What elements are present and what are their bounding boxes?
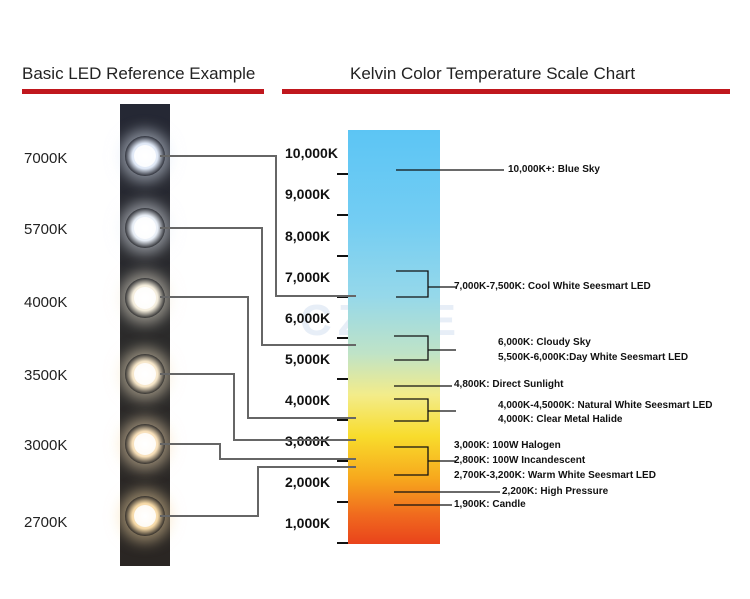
tick-label-1000: 1,000K: [285, 515, 331, 531]
annot-candle: 1,900K: Candle: [454, 499, 526, 510]
wire-7000k: [160, 155, 356, 297]
led-strip: [120, 104, 170, 566]
wire-3500k: [160, 373, 356, 441]
wire-4000k: [160, 296, 356, 419]
wire-5700k: [160, 227, 356, 346]
annot-bracket-natural-white: [394, 398, 429, 422]
annot-halogen: 3,000K: 100W Halogen: [454, 440, 561, 451]
right-title: Kelvin Color Temperature Scale Chart: [350, 64, 636, 83]
annot-natural-white: 4,000K-4,5000K: Natural White Seesmart L…: [498, 400, 713, 411]
right-title-rule: [282, 89, 730, 94]
annot-high-pressure: 2,200K: High Pressure: [502, 486, 609, 497]
led-label-4000k: 4000K: [24, 294, 68, 311]
left-title: Basic LED Reference Example: [22, 64, 256, 83]
annot-direct-sunlight: 4,800K: Direct Sunlight: [454, 379, 564, 390]
tick-mark: [337, 337, 348, 339]
annot-bracket-day-white: [394, 335, 429, 361]
tick-label-5000: 5,000K: [285, 351, 331, 367]
led-3000k: [125, 424, 165, 464]
left-title-rule: [22, 89, 264, 94]
annot-metal-halide: 4,000K: Clear Metal Halide: [498, 414, 623, 425]
tick-label-2000: 2,000K: [285, 474, 331, 490]
tick-mark: [337, 173, 348, 175]
led-4000k: [125, 278, 165, 318]
led-label-3500k: 3500K: [24, 367, 68, 384]
tick-mark: [337, 542, 348, 544]
tick-mark: [337, 501, 348, 503]
led-2700k: [125, 496, 165, 536]
wire-2700k: [160, 466, 356, 517]
tick-label-8000: 8,000K: [285, 228, 331, 244]
led-5700k: [125, 208, 165, 248]
tick-label-9000: 9,000K: [285, 186, 331, 202]
led-label-2700k: 2700K: [24, 514, 68, 531]
tick-mark: [337, 214, 348, 216]
tick-label-7000: 7,000K: [285, 269, 331, 285]
tick-label-4000: 4,000K: [285, 392, 331, 408]
annot-cool-white: 7,000K-7,500K: Cool White Seesmart LED: [454, 281, 651, 292]
led-3500k: [125, 354, 165, 394]
annot-incandescent: 2,800K: 100W Incandescent: [454, 455, 586, 466]
annot-day-white: 5,500K-6,000K:Day White Seesmart LED: [498, 352, 689, 363]
tick-mark: [337, 460, 348, 462]
tick-label-6000: 6,000K: [285, 310, 331, 326]
annot-warm-white: 2,700K-3,200K: Warm White Seesmart LED: [454, 470, 656, 481]
tick-mark: [337, 255, 348, 257]
led-label-3000k: 3000K: [24, 437, 68, 454]
tick-label-10000: 10,000K: [285, 145, 338, 161]
annot-bracket-warm-white: [394, 446, 429, 476]
led-label-7000k: 7000K: [24, 150, 68, 167]
led-label-5700k: 5700K: [24, 221, 68, 238]
led-7000k: [125, 136, 165, 176]
annot-cloudy-sky: 6,000K: Cloudy Sky: [498, 337, 591, 348]
tick-mark: [337, 419, 348, 421]
annot-blue-sky: 10,000K+: Blue Sky: [508, 164, 600, 175]
wire-3000k: [160, 443, 356, 460]
tick-mark: [337, 378, 348, 380]
annot-bracket-cool-white: [396, 270, 429, 298]
